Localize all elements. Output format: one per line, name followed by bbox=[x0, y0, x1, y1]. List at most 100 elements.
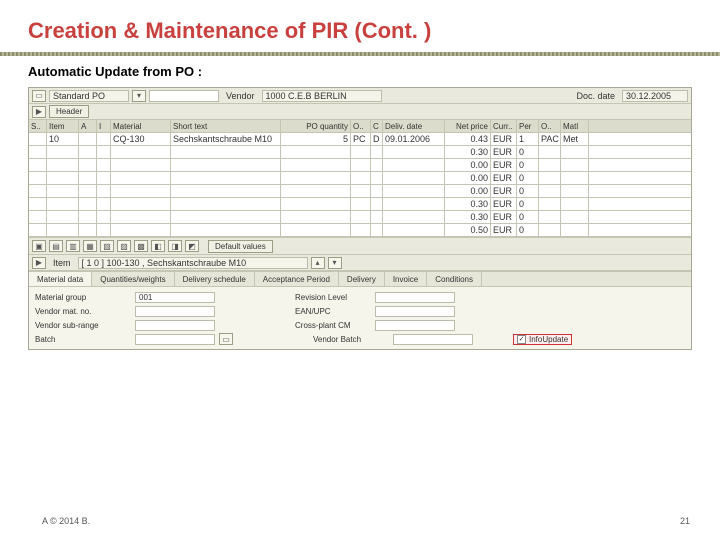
form-field[interactable] bbox=[375, 320, 455, 331]
col-status[interactable]: S.. bbox=[29, 120, 47, 132]
table-cell: EUR bbox=[491, 172, 517, 184]
tab-invoice[interactable]: Invoice bbox=[385, 272, 427, 286]
col-c[interactable]: C bbox=[371, 120, 383, 132]
col-qty[interactable]: PO quantity bbox=[281, 120, 351, 132]
item-down-icon[interactable]: ▾ bbox=[328, 257, 342, 269]
col-a[interactable]: A bbox=[79, 120, 97, 132]
form-label: Batch bbox=[35, 335, 135, 344]
document-icon[interactable]: ▭ bbox=[32, 90, 46, 102]
form-label: Revision Level bbox=[295, 293, 375, 302]
form-field[interactable] bbox=[135, 320, 215, 331]
col-shorttext[interactable]: Short text bbox=[171, 120, 281, 132]
table-cell: Sechskantschraube M10 bbox=[171, 133, 281, 145]
dropdown-icon[interactable]: ▾ bbox=[132, 90, 146, 102]
tb-icon[interactable]: ▥ bbox=[66, 240, 80, 252]
page-number: 21 bbox=[680, 516, 690, 526]
col-i[interactable]: I bbox=[97, 120, 111, 132]
tab-conditions[interactable]: Conditions bbox=[427, 272, 482, 286]
table-row[interactable]: 0.30EUR0 bbox=[29, 211, 691, 224]
table-cell bbox=[281, 172, 351, 184]
col-curr[interactable]: Curr.. bbox=[491, 120, 517, 132]
tb-icon[interactable]: ◧ bbox=[151, 240, 165, 252]
doctype-field[interactable]: Standard PO bbox=[49, 90, 129, 102]
col-item[interactable]: Item bbox=[47, 120, 79, 132]
vendor-field[interactable]: 1000 C.E.B BERLIN bbox=[262, 90, 382, 102]
docdate-label: Doc. date bbox=[572, 91, 619, 101]
table-cell bbox=[111, 146, 171, 158]
col-oun[interactable]: O.. bbox=[351, 120, 371, 132]
table-cell bbox=[561, 198, 589, 210]
table-cell bbox=[97, 198, 111, 210]
col-opu[interactable]: O.. bbox=[539, 120, 561, 132]
table-cell bbox=[97, 172, 111, 184]
table-cell bbox=[79, 172, 97, 184]
table-cell bbox=[539, 224, 561, 236]
tb-icon[interactable]: ▤ bbox=[49, 240, 63, 252]
expand-item-icon[interactable]: ▶ bbox=[32, 257, 46, 269]
col-material[interactable]: Material bbox=[111, 120, 171, 132]
detail-tabs: Material dataQuantities/weightsDelivery … bbox=[29, 271, 691, 287]
expand-icon[interactable]: ▶ bbox=[32, 106, 46, 118]
table-cell bbox=[29, 211, 47, 223]
col-matlgrp[interactable]: Matl bbox=[561, 120, 589, 132]
table-cell bbox=[79, 185, 97, 197]
table-row[interactable]: 0.30EUR0 bbox=[29, 146, 691, 159]
default-values-button[interactable]: Default values bbox=[208, 240, 273, 253]
table-cell bbox=[371, 211, 383, 223]
tb-icon[interactable]: ▩ bbox=[134, 240, 148, 252]
tb-icon[interactable]: ◨ bbox=[168, 240, 182, 252]
table-cell: 09.01.2006 bbox=[383, 133, 445, 145]
form-row: Batch▭Vendor Batch✓InfoUpdate bbox=[35, 332, 685, 346]
table-row[interactable]: 0.00EUR0 bbox=[29, 185, 691, 198]
tab-quantities-weights[interactable]: Quantities/weights bbox=[92, 272, 174, 286]
form-field[interactable] bbox=[135, 334, 215, 345]
tab-material-data[interactable]: Material data bbox=[29, 272, 92, 286]
table-cell bbox=[383, 224, 445, 236]
col-per[interactable]: Per bbox=[517, 120, 539, 132]
table-cell bbox=[539, 172, 561, 184]
tab-delivery[interactable]: Delivery bbox=[339, 272, 385, 286]
tb-icon[interactable]: ▧ bbox=[100, 240, 114, 252]
table-cell bbox=[351, 198, 371, 210]
table-row[interactable]: 10CQ-130Sechskantschraube M105PCD09.01.2… bbox=[29, 133, 691, 146]
col-delivdate[interactable]: Deliv. date bbox=[383, 120, 445, 132]
table-cell bbox=[111, 159, 171, 171]
po-number-field[interactable] bbox=[149, 90, 219, 102]
form-field[interactable] bbox=[375, 292, 455, 303]
infoupdate-checkbox[interactable]: ✓ bbox=[517, 335, 526, 344]
infoupdate-highlight[interactable]: ✓InfoUpdate bbox=[513, 334, 572, 345]
table-row[interactable]: 0.00EUR0 bbox=[29, 159, 691, 172]
table-cell bbox=[171, 159, 281, 171]
tb-icon[interactable]: ◩ bbox=[185, 240, 199, 252]
table-cell bbox=[171, 185, 281, 197]
table-row[interactable]: 0.00EUR0 bbox=[29, 172, 691, 185]
table-cell: EUR bbox=[491, 133, 517, 145]
table-cell bbox=[97, 224, 111, 236]
form-label: Material group bbox=[35, 293, 135, 302]
item-up-icon[interactable]: ▴ bbox=[311, 257, 325, 269]
batch-lookup-icon[interactable]: ▭ bbox=[219, 333, 233, 345]
table-cell bbox=[111, 224, 171, 236]
col-netprice[interactable]: Net price bbox=[445, 120, 491, 132]
table-cell: 10 bbox=[47, 133, 79, 145]
table-cell bbox=[351, 172, 371, 184]
header-button[interactable]: Header bbox=[49, 105, 89, 118]
item-field[interactable]: [ 1 0 ] 100-130 , Sechskantschraube M10 bbox=[78, 257, 308, 269]
form-label: Cross-plant CM bbox=[295, 321, 375, 330]
tb-icon[interactable]: ▨ bbox=[117, 240, 131, 252]
tb-icon[interactable]: ▣ bbox=[32, 240, 46, 252]
table-cell bbox=[539, 211, 561, 223]
table-row[interactable]: 0.50EUR0 bbox=[29, 224, 691, 237]
docdate-field[interactable]: 30.12.2005 bbox=[622, 90, 688, 102]
table-row[interactable]: 0.30EUR0 bbox=[29, 198, 691, 211]
form-field[interactable]: 001 bbox=[135, 292, 215, 303]
form-field[interactable] bbox=[135, 306, 215, 317]
tb-icon[interactable]: ▦ bbox=[83, 240, 97, 252]
table-cell: 0.00 bbox=[445, 172, 491, 184]
tab-delivery-schedule[interactable]: Delivery schedule bbox=[175, 272, 255, 286]
tab-acceptance-period[interactable]: Acceptance Period bbox=[255, 272, 339, 286]
slide-title: Creation & Maintenance of PIR (Cont. ) bbox=[28, 18, 692, 44]
form-field[interactable] bbox=[375, 306, 455, 317]
form-field[interactable] bbox=[393, 334, 473, 345]
table-cell: 0.50 bbox=[445, 224, 491, 236]
